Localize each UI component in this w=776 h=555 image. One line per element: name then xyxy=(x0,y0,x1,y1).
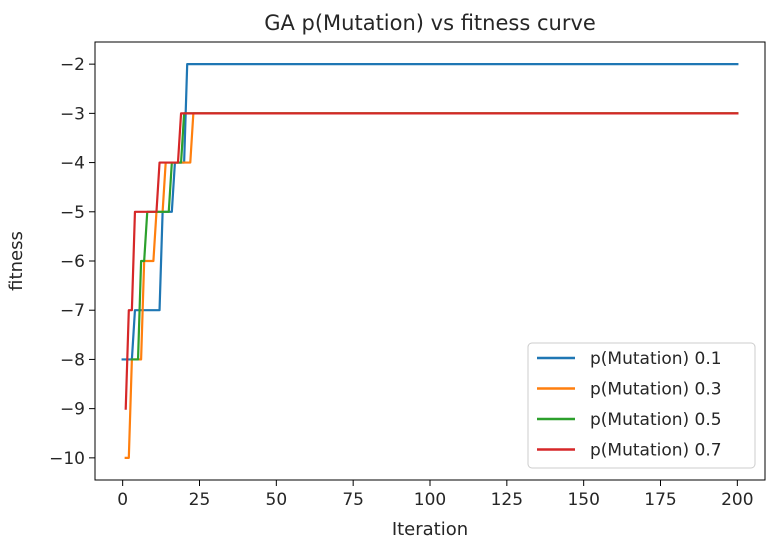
x-tick-label: 25 xyxy=(189,490,211,510)
y-tick-label: −2 xyxy=(60,55,85,75)
x-tick-label: 200 xyxy=(721,490,753,510)
y-tick-label: −3 xyxy=(60,104,85,124)
x-axis-ticks: 0 25 50 75 100 125 150 175 200 xyxy=(117,480,754,510)
legend-box xyxy=(527,342,756,469)
y-axis-label: fitness xyxy=(6,231,27,291)
series-line-3 xyxy=(130,112,739,361)
legend-label: p(Mutation) 0.7 xyxy=(590,441,722,461)
series-layer xyxy=(121,63,739,459)
y-tick-label: −4 xyxy=(60,154,85,174)
chart-title: GA p(Mutation) vs fitness curve xyxy=(264,11,596,35)
y-axis-ticks: −2 −3 −4 −5 −6 −7 −8 −9 −10 xyxy=(49,55,95,469)
x-tick-label: 150 xyxy=(567,490,599,510)
series-line-2 xyxy=(124,112,739,459)
y-tick-label: −10 xyxy=(49,449,85,469)
legend-label: p(Mutation) 0.3 xyxy=(590,380,722,400)
series-line-1 xyxy=(121,63,739,361)
y-tick-label: −8 xyxy=(60,350,85,370)
legend: p(Mutation) 0.1 p(Mutation) 0.3 p(Mutation… xyxy=(527,342,756,469)
x-tick-label: 175 xyxy=(644,490,676,510)
y-tick-label: −9 xyxy=(60,400,85,420)
series-line-4 xyxy=(124,112,739,410)
x-tick-label: 100 xyxy=(414,490,446,510)
x-tick-label: 75 xyxy=(342,490,364,510)
legend-label: p(Mutation) 0.1 xyxy=(590,349,722,369)
x-tick-label: 125 xyxy=(491,490,523,510)
x-axis-label: Iteration xyxy=(392,519,468,540)
x-tick-label: 0 xyxy=(117,490,128,510)
legend-label: p(Mutation) 0.5 xyxy=(590,410,722,430)
y-tick-label: −5 xyxy=(60,203,85,223)
y-tick-label: −6 xyxy=(60,252,85,272)
y-tick-label: −7 xyxy=(60,301,85,321)
x-tick-label: 50 xyxy=(266,490,288,510)
